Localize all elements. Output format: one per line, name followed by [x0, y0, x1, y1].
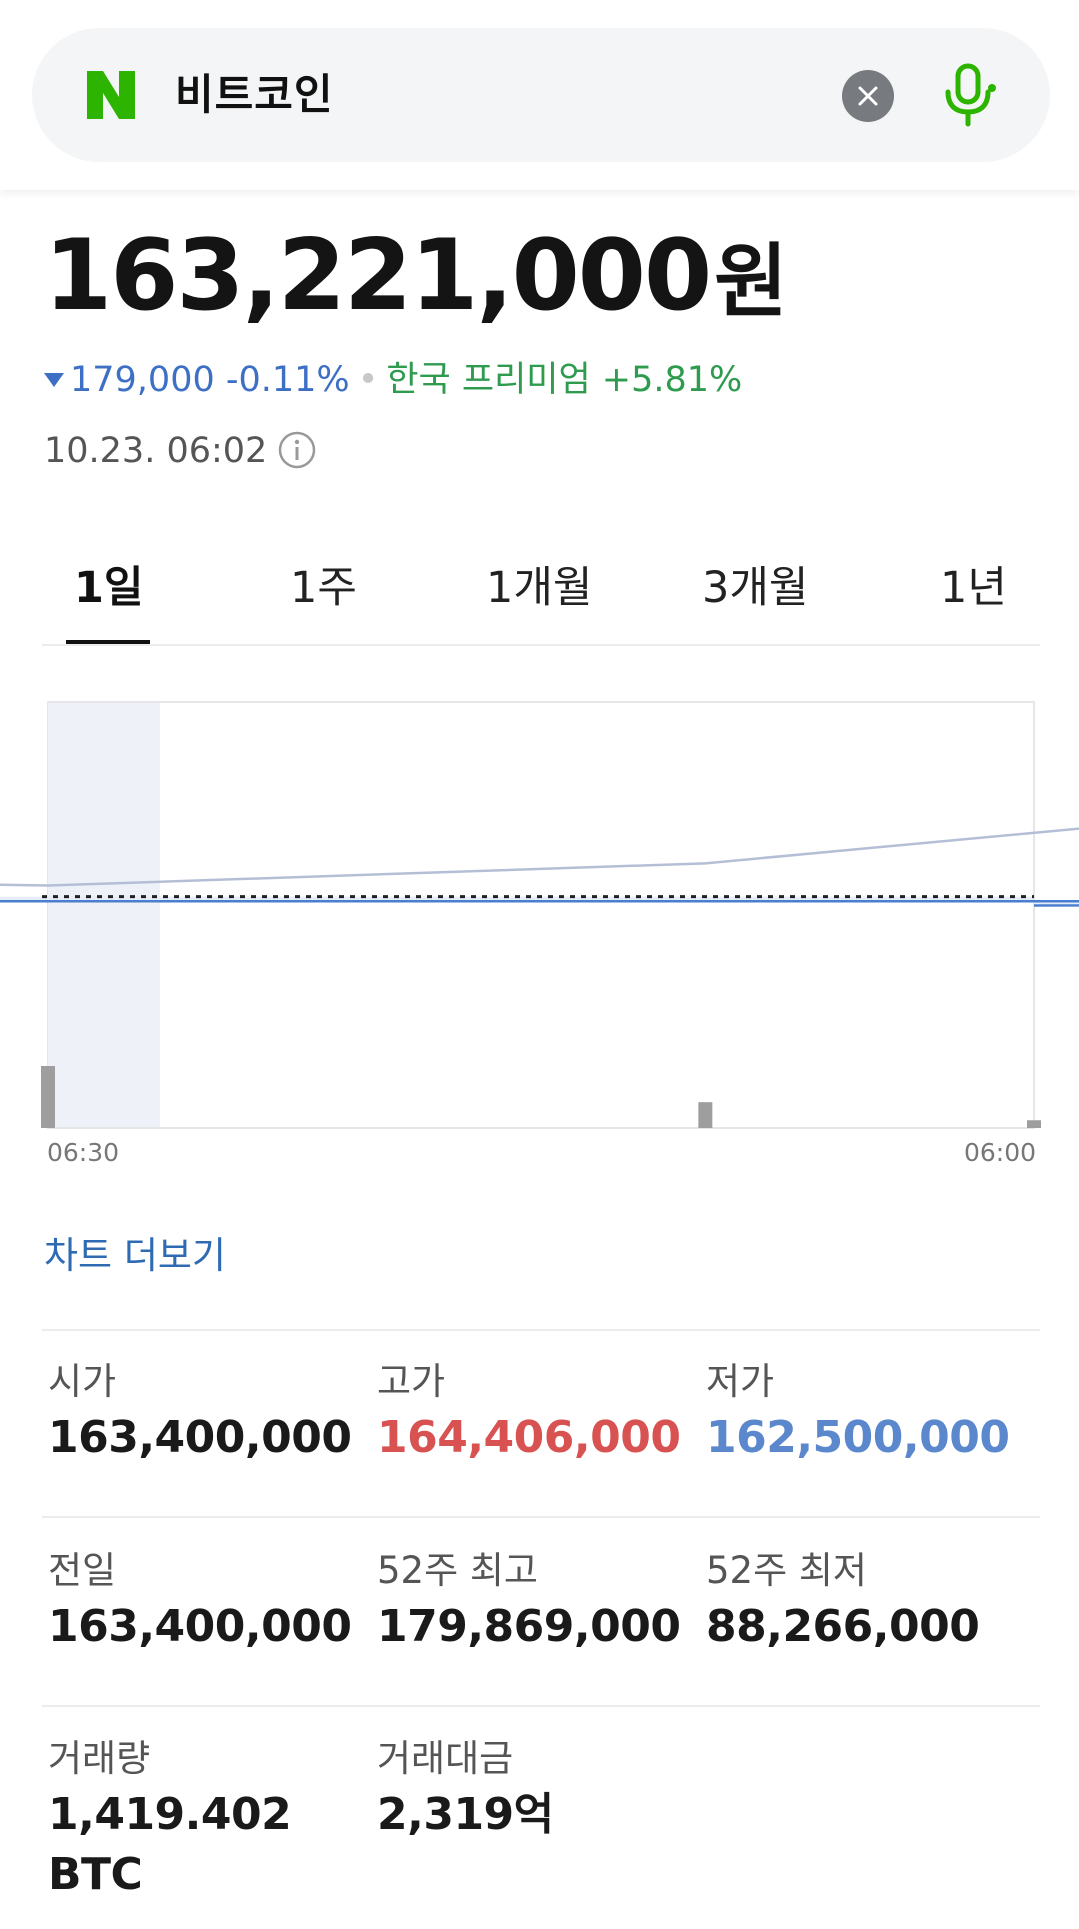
premarket-line — [0, 827, 1079, 887]
stat-value: 2,319억 — [377, 1789, 554, 1840]
x-tick-label: 06:30 — [47, 1138, 119, 1167]
tab-3month[interactable]: 3개월 — [702, 563, 809, 613]
divider — [42, 1329, 1040, 1331]
stat-label: 고가 — [377, 1360, 446, 1403]
volume-bar — [41, 1066, 55, 1128]
divider — [42, 1516, 1040, 1518]
divider — [42, 1705, 1040, 1707]
tab-1year[interactable]: 1년 — [940, 563, 1007, 613]
search-input[interactable]: 비트코인 — [175, 70, 334, 119]
stat-open: 시가 163,400,000 — [48, 1357, 352, 1469]
stat-label: 시가 — [48, 1360, 117, 1403]
x-tick-label: 06:00 — [964, 1138, 1036, 1167]
tab-1day[interactable]: 1일 — [74, 563, 144, 613]
volume-bar — [698, 1102, 713, 1128]
price-change: 179,000 -0.11% — [70, 360, 350, 400]
timestamp: 10.23. 06:02 — [44, 431, 268, 471]
korea-premium[interactable]: 한국 프리미엄 +5.81% — [386, 360, 743, 400]
stat-value: 164,406,000 — [377, 1412, 681, 1463]
stat-value-unit: BTC — [48, 1849, 143, 1900]
price-chart[interactable]: 최고 164,406,000최저 162,500,00006:3014:3022… — [0, 690, 1079, 1170]
stat-high: 고가 164,406,000 — [377, 1357, 681, 1469]
naver-logo-icon[interactable] — [83, 67, 139, 123]
info-icon[interactable] — [277, 430, 317, 470]
stat-value: 162,500,000 — [706, 1412, 1010, 1463]
stat-value: 88,266,000 — [706, 1601, 980, 1652]
stat-label: 거래량 — [48, 1737, 151, 1780]
price-chart-svg: 최고 164,406,000최저 162,500,00006:3014:3022… — [0, 701, 1079, 1167]
search-header: 비트코인 — [0, 0, 1079, 190]
stat-trade-value: 거래대금 2,319억 — [377, 1734, 554, 1846]
stat-value: 163,400,000 — [48, 1601, 352, 1652]
stat-value: 163,400,000 — [48, 1412, 352, 1463]
stat-52w-high: 52주 최고 179,869,000 — [377, 1546, 681, 1658]
close-icon — [858, 86, 878, 106]
tab-1month[interactable]: 1개월 — [486, 563, 593, 613]
stat-52w-low: 52주 최저 88,266,000 — [706, 1546, 980, 1658]
active-tab-indicator — [66, 640, 150, 644]
chart-more-link[interactable]: 차트 더보기 — [44, 1234, 226, 1277]
stat-value: 1,419.402 — [48, 1789, 292, 1840]
stat-label: 52주 최고 — [377, 1549, 538, 1592]
up-area — [0, 785, 1079, 997]
stat-label: 52주 최저 — [706, 1549, 867, 1592]
stat-prev-close: 전일 163,400,000 — [48, 1546, 352, 1658]
price-line-up — [0, 785, 1079, 997]
stat-volume: 거래량 1,419.402 BTC — [48, 1734, 292, 1906]
down-area — [0, 896, 1079, 906]
stat-value: 179,869,000 — [377, 1601, 681, 1652]
price-line-down — [0, 899, 1079, 907]
clear-search-button[interactable] — [842, 70, 894, 122]
stat-label: 저가 — [706, 1360, 775, 1403]
price-change-row: 179,000 -0.11% • 한국 프리미엄 +5.81% — [44, 357, 742, 403]
stat-label: 전일 — [48, 1549, 117, 1592]
search-box[interactable]: 비트코인 — [32, 28, 1050, 162]
stat-low: 저가 162,500,000 — [706, 1357, 1010, 1469]
chart-frame — [47, 701, 1035, 1129]
period-tabs: 1일 1주 1개월 3개월 1년 — [42, 548, 1040, 646]
current-price: 163,221,000원 — [44, 216, 788, 336]
down-arrow-icon — [44, 373, 64, 387]
premarket-shade — [48, 703, 160, 1127]
tab-1week[interactable]: 1주 — [290, 563, 357, 613]
stat-label: 거래대금 — [377, 1737, 514, 1780]
price-unit: 원 — [714, 235, 788, 328]
timestamp-row: 10.23. 06:02 — [44, 428, 317, 474]
separator-dot: • — [357, 360, 379, 400]
volume-bar — [1027, 1120, 1041, 1128]
price-value: 163,221,000 — [44, 219, 712, 333]
microphone-icon[interactable] — [938, 62, 998, 130]
